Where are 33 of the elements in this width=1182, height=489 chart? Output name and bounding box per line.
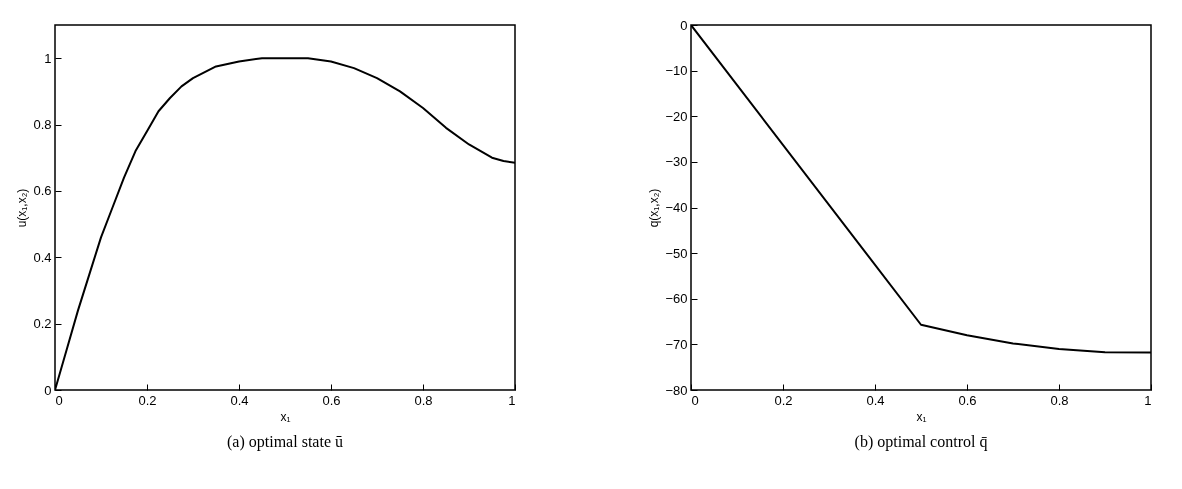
x-tick-label: 0.4 xyxy=(866,392,885,408)
x-tick-label: 0.6 xyxy=(322,392,341,408)
x-tick-label: 1 xyxy=(508,392,516,408)
y-tick-label: −10 xyxy=(665,63,688,79)
y-tick-label: −20 xyxy=(665,108,688,124)
x-tick-label: 0 xyxy=(691,392,699,408)
y-tick-label: −40 xyxy=(665,200,688,215)
x-tick-label: 0.6 xyxy=(958,392,977,408)
y-tick-label: 0.2 xyxy=(33,316,52,332)
x-tick-label: 0 xyxy=(55,392,63,408)
y-tick-label: −50 xyxy=(665,245,688,261)
x-tick-label: 0.8 xyxy=(414,392,433,408)
x-tick-label: 0.8 xyxy=(1050,392,1069,408)
y-axis-title: q(x₁,x₂) xyxy=(647,188,662,228)
y-tick-label: 0.4 xyxy=(33,249,52,265)
y-tick-label: 1 xyxy=(44,50,52,66)
y-tick-label: 0 xyxy=(44,382,52,398)
x-axis-title: x₁ xyxy=(916,409,927,424)
y-tick-label: −60 xyxy=(665,291,688,307)
y-tick-label: 0.6 xyxy=(33,183,52,199)
text: (a) optimal state ū xyxy=(227,433,343,451)
x-tick-label: 0.2 xyxy=(138,392,157,408)
x-tick-label: 0.4 xyxy=(230,392,249,408)
y-axis-title: u(x₁,x₂) xyxy=(15,188,30,228)
y-tick-label: −30 xyxy=(665,154,688,170)
x-tick-label: 1 xyxy=(1144,392,1152,408)
y-tick-label: −80 xyxy=(665,382,688,398)
x-axis-title: x₁ xyxy=(280,409,291,424)
x-tick-label: 0.2 xyxy=(774,392,793,408)
y-tick-label: −70 xyxy=(665,336,688,352)
y-tick-label: 0.8 xyxy=(33,117,52,133)
text: (b) optimal control q̄ xyxy=(854,433,988,451)
y-tick-label: 0 xyxy=(680,17,688,33)
